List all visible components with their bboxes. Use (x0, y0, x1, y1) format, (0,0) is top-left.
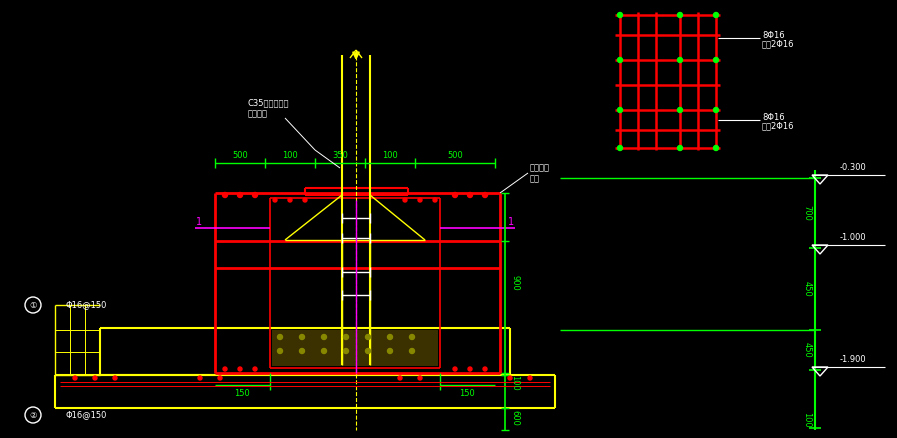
Circle shape (238, 367, 242, 371)
Text: 900: 900 (510, 275, 519, 291)
Circle shape (388, 349, 393, 353)
Circle shape (222, 192, 228, 198)
Circle shape (73, 376, 77, 380)
Circle shape (223, 367, 227, 371)
Circle shape (410, 335, 414, 339)
Circle shape (418, 376, 422, 380)
Circle shape (677, 145, 683, 151)
Text: 钢筋网片: 钢筋网片 (530, 163, 550, 173)
Circle shape (277, 349, 283, 353)
Circle shape (468, 367, 472, 371)
Text: 内配2Φ16: 内配2Φ16 (762, 39, 795, 49)
Text: ②: ② (30, 410, 37, 420)
Circle shape (277, 335, 283, 339)
Text: 100: 100 (382, 152, 398, 160)
Circle shape (388, 335, 393, 339)
Circle shape (344, 335, 349, 339)
Circle shape (677, 107, 683, 113)
Circle shape (300, 335, 304, 339)
Circle shape (253, 367, 257, 371)
Circle shape (452, 192, 457, 198)
Circle shape (677, 57, 683, 63)
Text: 150: 150 (459, 389, 475, 398)
Text: 350: 350 (332, 152, 348, 160)
Circle shape (617, 57, 623, 63)
Circle shape (528, 376, 532, 380)
Text: 焊接: 焊接 (530, 174, 540, 184)
Text: 1: 1 (196, 217, 202, 227)
Text: Φ16@150: Φ16@150 (65, 300, 107, 310)
Text: 450: 450 (803, 281, 812, 297)
Text: 700: 700 (803, 205, 812, 221)
Text: -1.000: -1.000 (840, 233, 867, 243)
Circle shape (483, 192, 487, 198)
Text: 100: 100 (803, 412, 812, 428)
Circle shape (300, 349, 304, 353)
Bar (272, 330, 438, 366)
Circle shape (365, 335, 370, 339)
Circle shape (617, 13, 623, 18)
Circle shape (418, 198, 422, 202)
Circle shape (403, 198, 407, 202)
Circle shape (288, 198, 292, 202)
Circle shape (453, 367, 457, 371)
Circle shape (483, 367, 487, 371)
Text: -0.300: -0.300 (840, 163, 867, 173)
Circle shape (713, 107, 718, 113)
Text: 450: 450 (803, 342, 812, 358)
Circle shape (198, 376, 202, 380)
Circle shape (508, 376, 512, 380)
Text: 100: 100 (283, 152, 298, 160)
Text: Φ16@150: Φ16@150 (65, 410, 107, 420)
Circle shape (238, 192, 242, 198)
Circle shape (321, 349, 327, 353)
Text: ①: ① (30, 300, 37, 310)
Text: 600: 600 (510, 410, 519, 426)
Text: -1.900: -1.900 (840, 356, 867, 364)
Text: 500: 500 (232, 152, 248, 160)
Text: 500: 500 (447, 152, 463, 160)
Circle shape (113, 376, 117, 380)
Circle shape (677, 13, 683, 18)
Circle shape (321, 335, 327, 339)
Circle shape (713, 57, 718, 63)
Circle shape (218, 376, 222, 380)
Circle shape (433, 198, 437, 202)
Circle shape (252, 192, 257, 198)
Circle shape (365, 349, 370, 353)
Text: C35细石混凝土: C35细石混凝土 (248, 99, 290, 107)
Text: 填充密实: 填充密实 (248, 110, 268, 119)
Circle shape (410, 349, 414, 353)
Circle shape (303, 198, 307, 202)
Circle shape (617, 145, 623, 151)
Circle shape (93, 376, 97, 380)
Text: 1: 1 (508, 217, 514, 227)
Text: 8Φ16: 8Φ16 (762, 113, 785, 121)
Circle shape (467, 192, 473, 198)
Text: 100: 100 (510, 375, 519, 391)
Circle shape (344, 349, 349, 353)
Circle shape (617, 107, 623, 113)
Text: 内配2Φ16: 内配2Φ16 (762, 121, 795, 131)
Circle shape (398, 376, 402, 380)
Circle shape (273, 198, 277, 202)
Circle shape (713, 13, 718, 18)
Circle shape (713, 145, 718, 151)
Text: 150: 150 (234, 389, 250, 398)
Text: 8Φ16: 8Φ16 (762, 31, 785, 39)
